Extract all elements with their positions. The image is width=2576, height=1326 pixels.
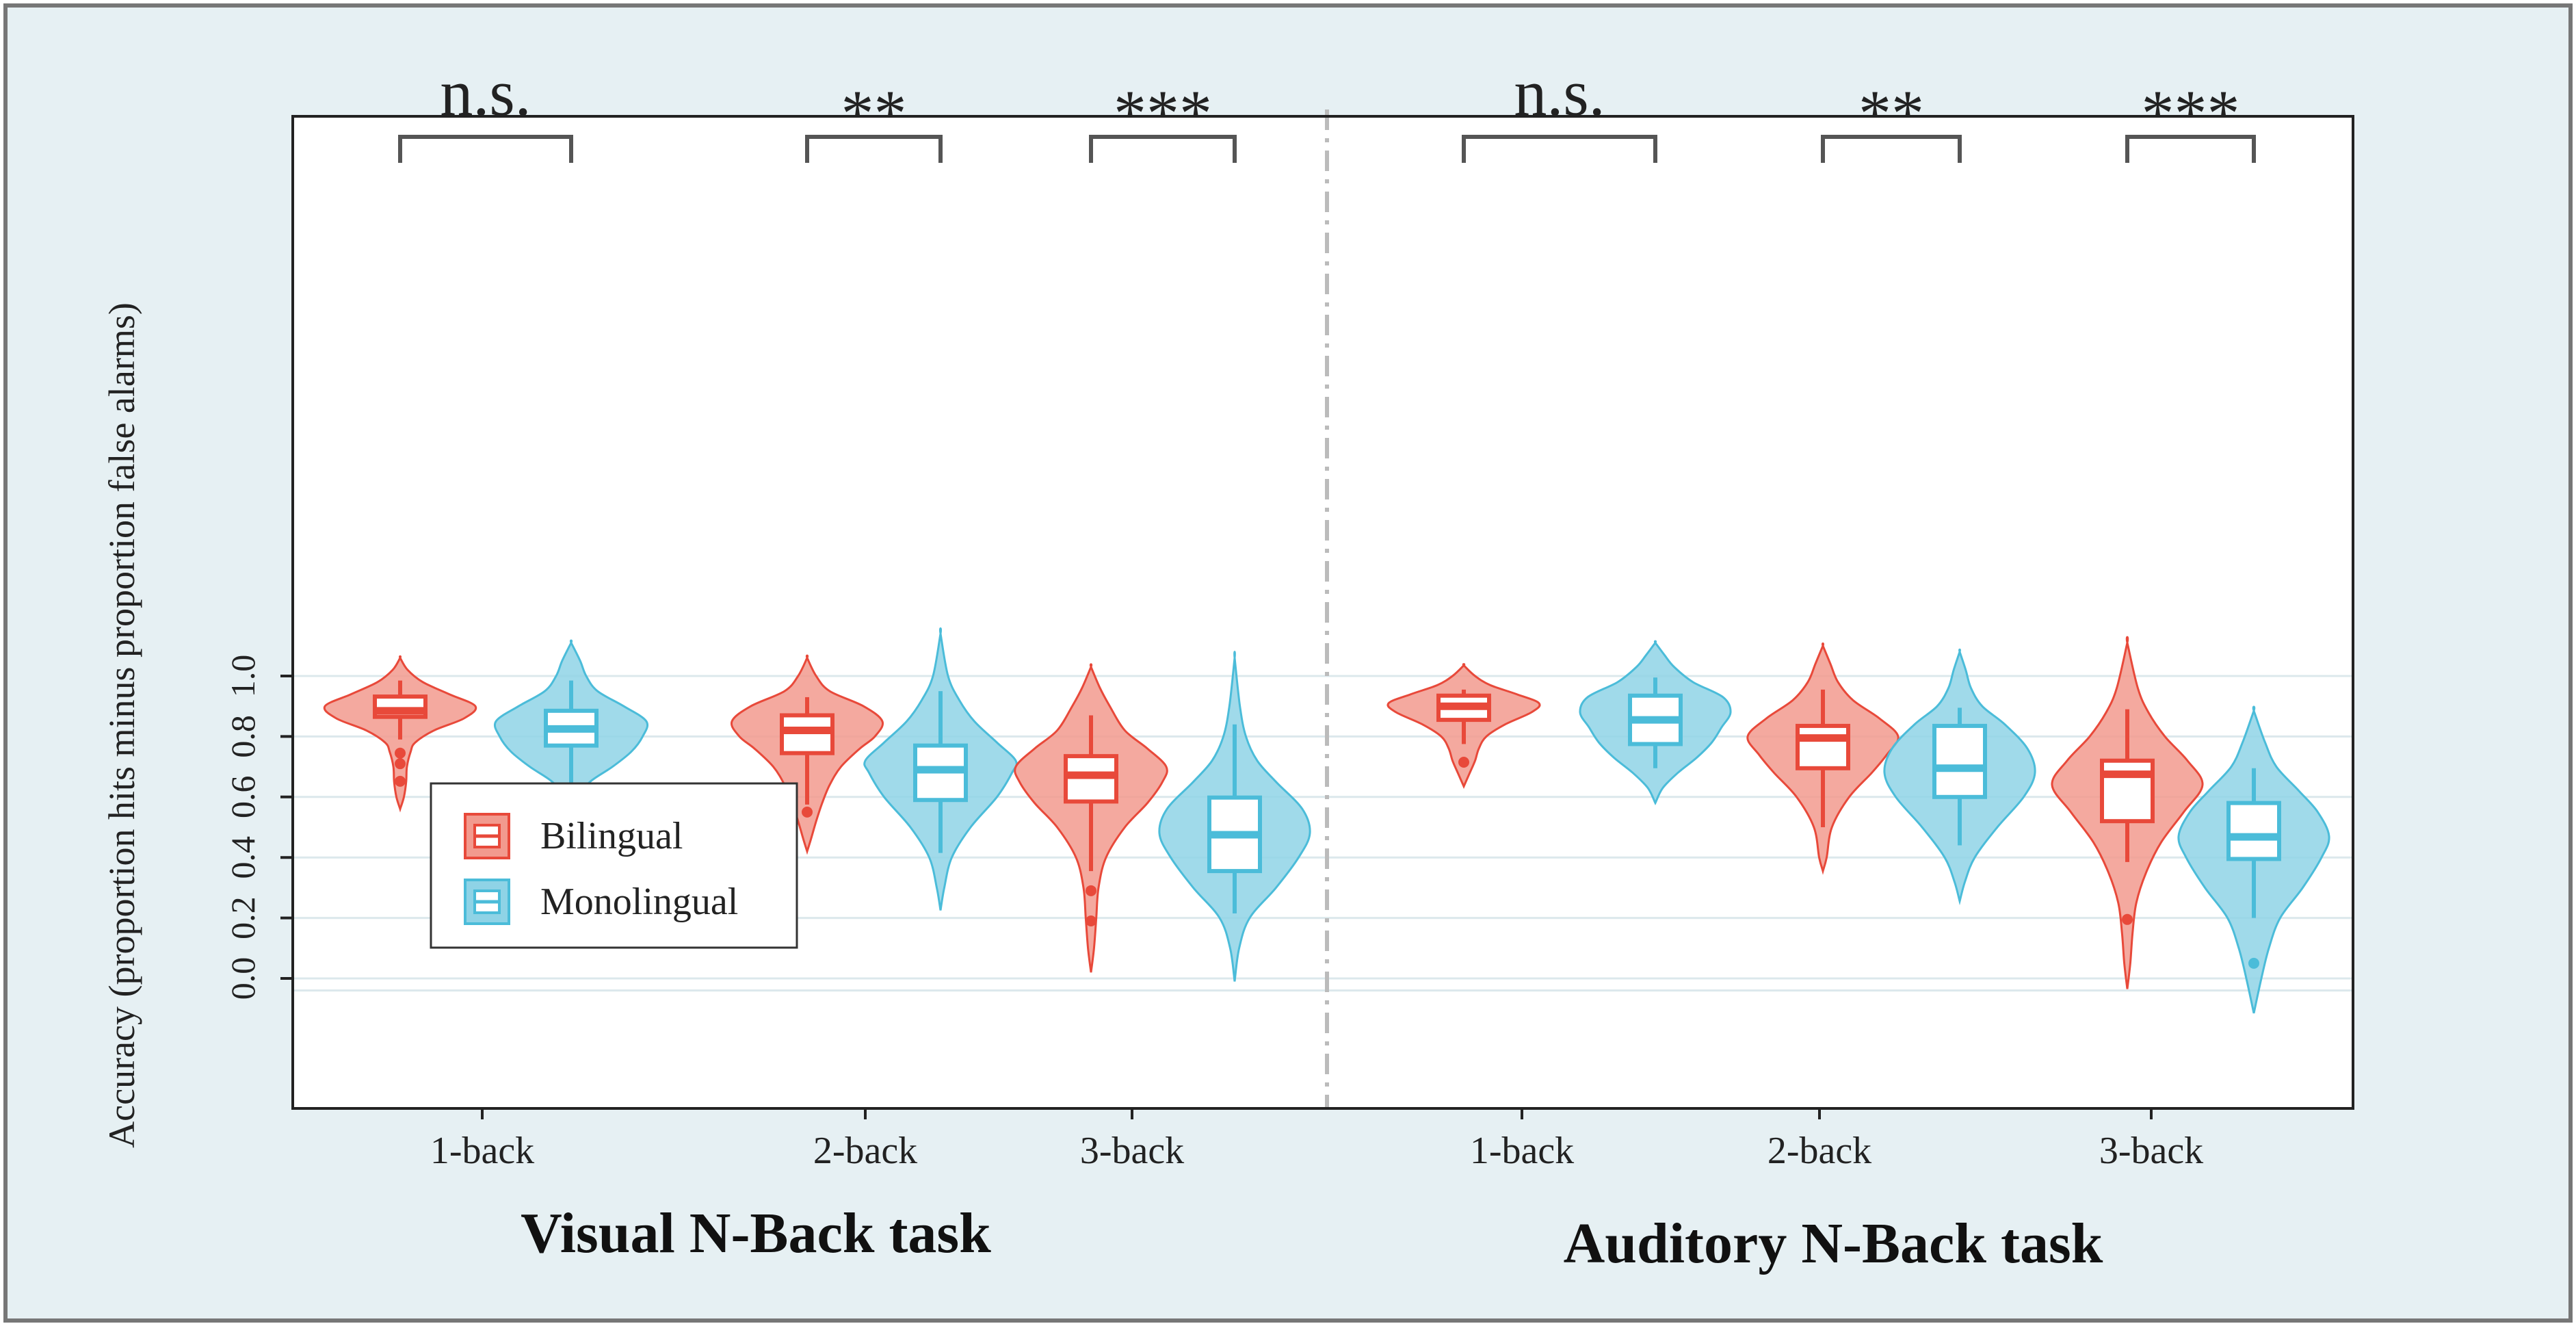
y-axis: 0.0 0.2 0.4 0.6 0.8 1.0 <box>224 655 293 1000</box>
plot-area <box>293 116 2353 1108</box>
y-tick-label: 0.8 <box>224 715 262 758</box>
x-tick-label: 1-back <box>1470 1130 1574 1172</box>
outlier-point <box>1086 885 1096 896</box>
outlier-point <box>2248 957 2259 969</box>
outlier-point <box>1458 756 1469 768</box>
x-tick-label: 2-back <box>813 1130 917 1172</box>
legend-key-monolingual <box>464 879 510 925</box>
outlier-point <box>395 758 406 770</box>
significance-bracket <box>1462 135 1657 163</box>
y-tick-label: 1.0 <box>224 655 262 698</box>
box-layer <box>373 677 2281 969</box>
outlier-point <box>1086 915 1096 927</box>
y-tick-label: 0.4 <box>224 836 262 879</box>
outlier-point <box>395 747 406 759</box>
significance-label: *** <box>1114 77 1212 150</box>
significance-label: *** <box>2142 77 2240 150</box>
panel-title-auditory: Auditory N-Back task <box>1564 1212 2103 1275</box>
legend-label-bilingual: Bilingual <box>540 815 683 857</box>
box-monolingual <box>1932 723 1987 799</box>
x-tick-label: 3-back <box>2099 1130 2203 1172</box>
significance-label: ** <box>1858 77 1924 150</box>
y-axis-label: Accuracy (proportion hits minus proporti… <box>101 302 142 1148</box>
legend: Bilingual Monolingual <box>430 782 798 949</box>
box-monolingual <box>2226 801 2281 861</box>
outlier-point <box>395 775 406 787</box>
x-tick-label: 3-back <box>1080 1130 1184 1172</box>
y-tick-label: 0.2 <box>224 896 262 939</box>
plot-border <box>291 115 2354 1110</box>
significance-bracket <box>1089 135 1237 163</box>
significance-label: n.s. <box>1514 56 1605 129</box>
x-tick-label: 2-back <box>1767 1130 1871 1172</box>
significance-label: n.s. <box>440 56 531 129</box>
significance-bracket <box>1821 135 1962 163</box>
legend-key-bilingual <box>464 813 510 859</box>
x-axis: 1-back 2-back 3-back 1-back 2-back 3-back <box>430 1108 2203 1172</box>
significance-bracket <box>805 135 943 163</box>
x-tick-label: 1-back <box>430 1130 534 1172</box>
y-tick-label: 0.6 <box>224 776 262 819</box>
box-bilingual <box>780 713 834 755</box>
box-bilingual <box>2100 758 2155 824</box>
significance-label: ** <box>841 77 907 150</box>
box-bilingual <box>1796 723 1850 770</box>
panel-title-visual: Visual N-Back task <box>521 1201 991 1265</box>
y-tick-label: 0.0 <box>224 957 262 1000</box>
outlier-point <box>802 806 813 818</box>
significance-bracket <box>2125 135 2256 163</box>
significance-bracket <box>398 135 573 163</box>
outlier-point <box>2122 913 2133 925</box>
legend-label-monolingual: Monolingual <box>540 881 738 923</box>
